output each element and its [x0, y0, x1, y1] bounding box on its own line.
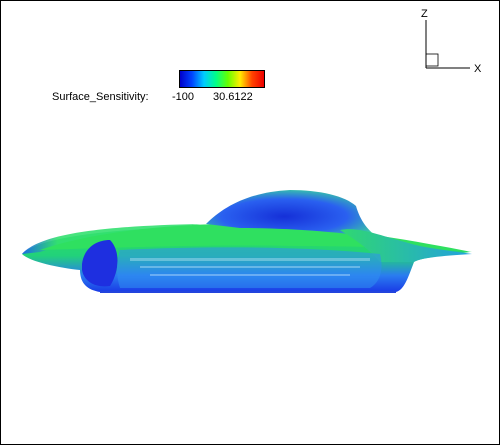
legend-label: Surface_Sensitivity:	[52, 91, 149, 103]
car-nose	[22, 224, 200, 254]
legend-min-value: -100	[172, 91, 195, 103]
legend-max-value: 30.6122	[213, 91, 253, 103]
axis-origin-box	[425, 53, 439, 67]
axis-triad: Z X	[421, 8, 482, 75]
car-surface-speckle	[130, 258, 370, 276]
car-canopy	[206, 190, 380, 238]
x-axis-label: X	[474, 63, 482, 75]
z-axis-label: Z	[421, 8, 428, 20]
legend-colorbar	[179, 70, 265, 88]
car-flank-pattern	[117, 247, 382, 288]
car-flank-dark	[82, 240, 118, 287]
